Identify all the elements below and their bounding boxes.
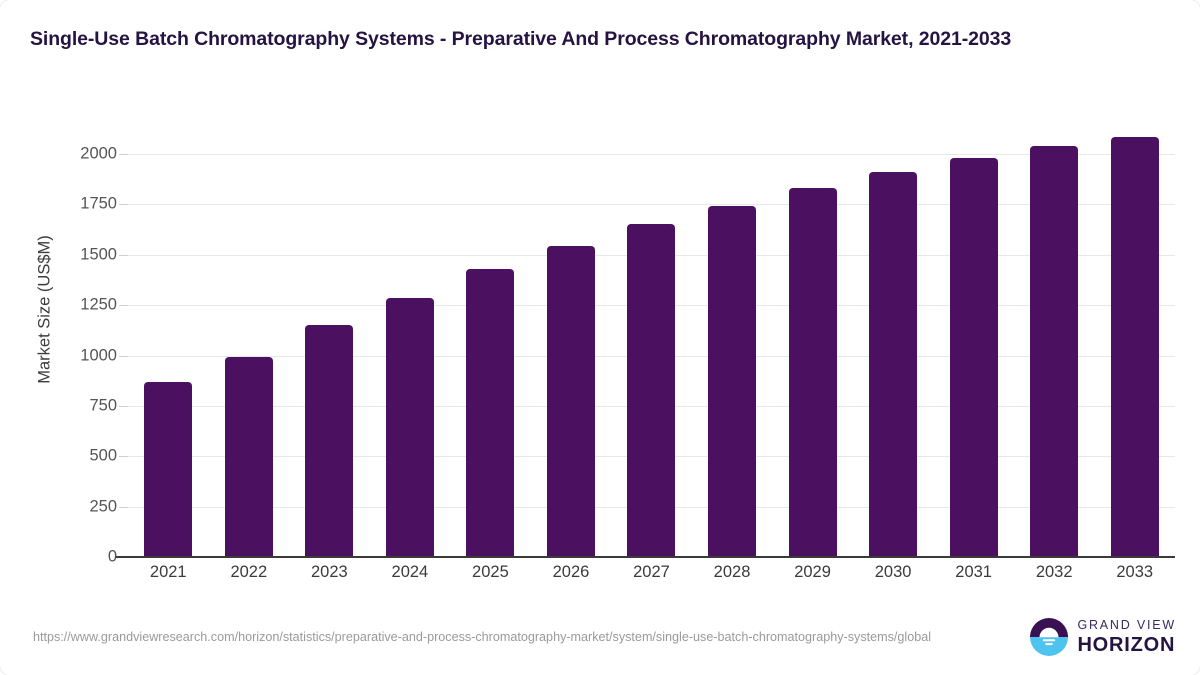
bar[interactable]: [224, 356, 273, 557]
y-tick-mark: [119, 154, 128, 155]
logo-text: GRAND VIEW HORIZON: [1077, 619, 1176, 655]
plot-area-wrapper: Market Size (US$M) 2000 1750 1500 1250 1000 7…: [36, 137, 1175, 581]
x-tick-label: 2022: [230, 563, 268, 581]
y-tick-label: 1750: [80, 194, 117, 213]
bar-slot: [1094, 137, 1175, 557]
x-tick-label: 2031: [955, 563, 992, 581]
x-tick-label: 2021: [149, 563, 187, 581]
gridline: [128, 204, 1175, 206]
bar[interactable]: [1030, 145, 1079, 557]
bar[interactable]: [788, 188, 837, 557]
x-tick-label: 2024: [391, 563, 429, 581]
bar[interactable]: [1110, 137, 1159, 557]
bar[interactable]: [949, 157, 998, 557]
source-url[interactable]: https://www.grandviewresearch.com/horizo…: [33, 630, 932, 644]
plot-area: 2000 1750 1500 1250 1000 750 500 250 0 2021 2022 2…: [80, 137, 1175, 581]
y-tick-mark: [119, 305, 128, 307]
bar[interactable]: [305, 325, 354, 557]
grand-view-horizon-logo: GRAND VIEW HORIZON: [1030, 618, 1176, 656]
bar[interactable]: [708, 206, 757, 557]
y-tick-mark: [119, 405, 128, 407]
x-tick-label: 2028: [713, 563, 751, 581]
horizon-logo-icon: [1030, 618, 1069, 656]
bar-slot: [289, 154, 370, 557]
y-tick-label: 2000: [80, 144, 117, 163]
x-tick-label: 2032: [1035, 563, 1073, 581]
chart-title: Single-Use Batch Chromatography Systems …: [30, 28, 1012, 50]
gridline: [128, 154, 1175, 155]
bar-slot: [692, 154, 773, 557]
y-tick-mark: [119, 456, 128, 458]
bar-slot: [128, 154, 209, 557]
bars-group: [128, 137, 1175, 557]
bar[interactable]: [466, 269, 515, 557]
bar-slot: [853, 154, 934, 557]
x-tick-label: 2033: [1116, 563, 1154, 581]
x-tick-label: 2025: [472, 563, 509, 581]
y-tick-label: 1250: [80, 295, 117, 314]
y-tick-label: 1500: [80, 245, 117, 264]
logo-line-1: GRAND VIEW: [1077, 618, 1176, 633]
bar-slot: [1014, 145, 1095, 557]
y-tick-label: 500: [89, 446, 117, 465]
bar-slot: [531, 154, 612, 557]
bar-slot: [933, 154, 1014, 557]
x-tick-label: 2029: [794, 563, 831, 581]
logo-line-2: HORIZON: [1077, 633, 1176, 656]
y-tick-mark: [119, 355, 128, 357]
bar-slot: [450, 154, 531, 557]
bar[interactable]: [144, 382, 193, 557]
x-tick-label: 2030: [874, 563, 912, 581]
y-tick-label: 1000: [80, 346, 117, 364]
bar[interactable]: [869, 172, 918, 557]
bar[interactable]: [627, 224, 676, 557]
x-tick-label: 2027: [633, 563, 670, 581]
y-tick-label: 250: [89, 497, 117, 516]
bar[interactable]: [546, 245, 595, 557]
y-tick-mark: [119, 254, 128, 256]
y-tick-label: 750: [89, 396, 117, 415]
bar-slot: [611, 154, 692, 557]
bar[interactable]: [385, 297, 434, 557]
x-tick-label: 2023: [310, 563, 348, 581]
y-tick-mark: [119, 204, 128, 206]
x-axis-line: [116, 556, 1175, 558]
x-tick-label: 2026: [552, 563, 590, 581]
y-tick-label: 0: [107, 547, 117, 566]
bar-slot: [209, 154, 290, 557]
bar-slot: [772, 154, 853, 557]
bar-slot: [370, 154, 451, 557]
y-tick-mark: [119, 506, 128, 508]
